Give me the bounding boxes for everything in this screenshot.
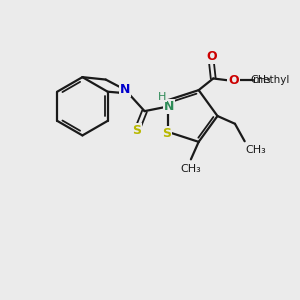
Text: N: N (164, 100, 174, 113)
Text: S: S (162, 128, 171, 140)
Text: O: O (206, 50, 217, 63)
Text: CH₃: CH₃ (181, 164, 201, 174)
Text: H: H (158, 92, 166, 102)
Text: S: S (132, 124, 141, 137)
Text: N: N (120, 83, 130, 96)
Text: O: O (228, 74, 239, 87)
Text: methyl: methyl (253, 75, 290, 85)
Text: CH₃: CH₃ (246, 145, 266, 155)
Text: CH₃: CH₃ (250, 75, 271, 85)
